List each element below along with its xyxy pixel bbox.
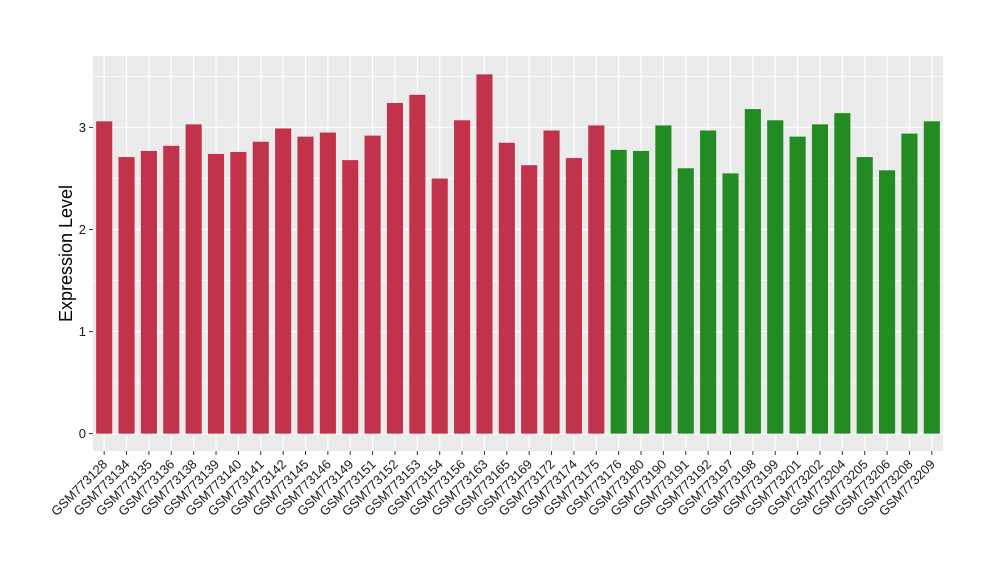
bar-GSM773174 (565, 158, 582, 434)
bar-GSM773208 (901, 133, 918, 434)
bar-GSM773176 (610, 149, 627, 434)
bar-GSM773175 (588, 125, 605, 434)
bar-GSM773128 (96, 121, 113, 434)
bar-GSM773156 (454, 120, 471, 434)
x-axis: GSM773128GSM773134GSM773135GSM773136GSM7… (48, 451, 938, 519)
bar-GSM773135 (140, 150, 157, 434)
bar-GSM773140 (230, 151, 247, 434)
bar-GSM773169 (521, 165, 538, 434)
bar-GSM773202 (811, 124, 829, 434)
bar-GSM773204 (834, 113, 851, 434)
bar-GSM773205 (856, 157, 873, 434)
bar-GSM773191 (677, 168, 694, 434)
bar-GSM773180 (632, 150, 650, 434)
bars (96, 74, 940, 434)
bar-GSM773149 (342, 160, 359, 434)
bar-GSM773201 (789, 136, 806, 434)
bar-GSM773206 (879, 170, 896, 434)
bar-GSM773136 (163, 145, 180, 434)
bar-GSM773134 (118, 157, 135, 434)
y-tick-label: 2 (79, 222, 86, 237)
bar-GSM773172 (543, 130, 560, 434)
y-axis-title: Expression Level (56, 185, 76, 322)
y-axis: 0 1 2 3 (79, 120, 93, 441)
bar-GSM773199 (767, 120, 784, 434)
bar-GSM773152 (386, 102, 404, 434)
y-tick-label: 0 (79, 426, 86, 441)
bar-GSM773145 (297, 136, 314, 434)
bar-GSM773146 (319, 132, 336, 434)
bar-GSM773151 (364, 135, 381, 434)
bar-GSM773138 (185, 124, 202, 434)
y-tick-label: 1 (79, 324, 86, 339)
bar-GSM773192 (700, 130, 717, 434)
bar-GSM773139 (207, 153, 225, 434)
bar-GSM773209 (923, 121, 940, 434)
bar-GSM773142 (275, 128, 292, 434)
bar-GSM773153 (409, 94, 426, 434)
y-tick-label: 3 (79, 120, 86, 135)
bar-GSM773197 (722, 173, 739, 434)
bar-GSM773154 (431, 178, 448, 434)
bar-GSM773141 (252, 141, 269, 434)
bar-GSM773198 (744, 109, 761, 434)
bar-GSM773165 (498, 142, 515, 434)
bar-GSM773190 (655, 125, 672, 434)
bar-GSM773163 (476, 74, 493, 434)
